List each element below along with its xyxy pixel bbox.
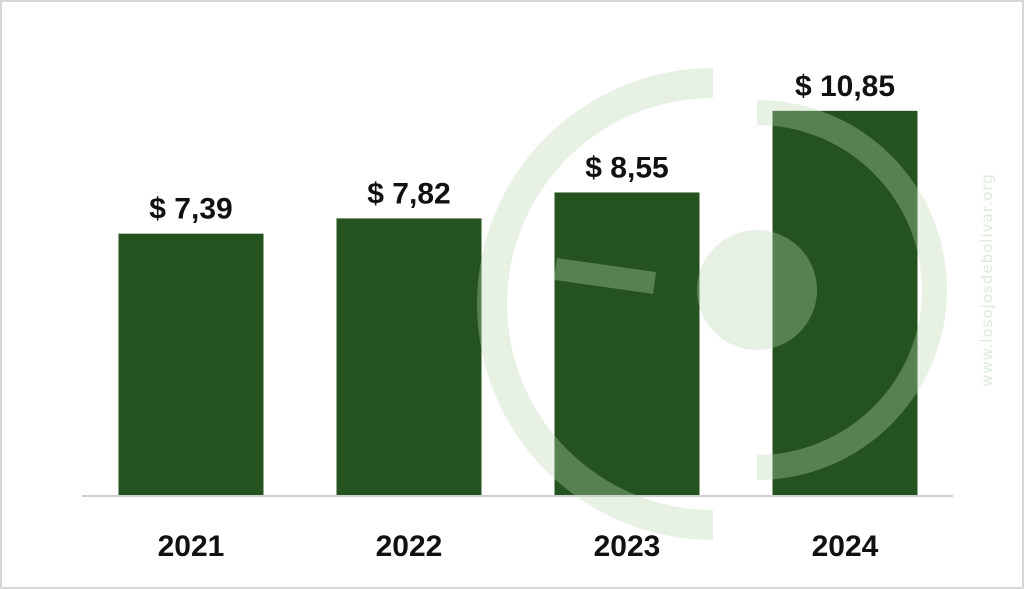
bar-2023: [554, 192, 700, 496]
value-label-2021: $ 7,39: [149, 193, 232, 226]
labels-layer: $ 7,39 2021 $ 7,82 2022 $ 8,55 2023 $ 10,85 202…: [149, 70, 895, 563]
bar-2022: [336, 218, 482, 496]
x-tick-label-2021: 2021: [158, 530, 225, 563]
value-label-2022: $ 7,82: [367, 177, 450, 210]
value-label-2024: $ 10,85: [795, 70, 895, 103]
watermark-text: www.losojosdebolivar.org: [978, 173, 996, 387]
x-tick-label-2024: 2024: [812, 530, 879, 563]
value-label-2023: $ 8,55: [585, 151, 668, 184]
bar-2024: [772, 110, 918, 496]
watermark-logo: [477, 68, 947, 540]
bar-2021: [118, 233, 264, 496]
bars-layer: [118, 110, 918, 496]
x-tick-label-2023: 2023: [594, 530, 661, 563]
x-tick-label-2022: 2022: [376, 530, 443, 563]
